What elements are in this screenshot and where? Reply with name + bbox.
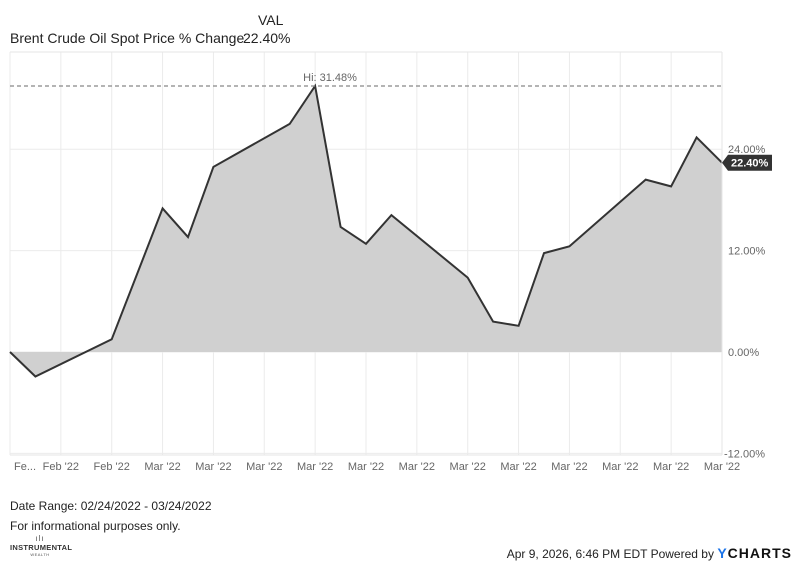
- x-tick-label: Mar '22: [653, 461, 689, 473]
- legend-series-value: 22.40%: [243, 30, 291, 46]
- area-fill: [10, 86, 722, 377]
- x-tick-label: Mar '22: [246, 461, 282, 473]
- x-tick-label: Mar '22: [348, 461, 384, 473]
- x-axis-ticks: Fe... Feb '22 Feb '22 Mar '22 Mar '22 Mar '22…: [14, 461, 740, 473]
- y-tick-label: -12.00%: [724, 448, 765, 460]
- disclaimer-text: For informational purposes only.: [10, 519, 181, 533]
- logo-subtitle: WEALTH: [30, 552, 50, 557]
- y-axis-ticks: 24.00% 12.00% 0.00% -12.00%: [724, 144, 766, 460]
- x-tick-label: Mar '22: [195, 461, 231, 473]
- logo-name: INSTRUMENTAL: [10, 543, 73, 552]
- instrumental-wealth-logo: ılı INSTRUMENTAL WEALTH: [10, 534, 73, 562]
- legend-column-header: VAL: [258, 12, 284, 28]
- y-tick-label: 0.00%: [728, 347, 759, 359]
- date-range-text: Date Range: 02/24/2022 - 03/24/2022: [10, 499, 212, 513]
- plot-frame: [10, 51, 723, 456]
- ycharts-wordmark: CHARTS: [727, 545, 792, 561]
- x-tick-label: Fe...: [14, 461, 36, 473]
- legend-series-name[interactable]: Brent Crude Oil Spot Price % Change: [10, 30, 245, 46]
- x-tick-label: Mar '22: [144, 461, 180, 473]
- x-tick-label: Mar '22: [500, 461, 536, 473]
- x-tick-label: Mar '22: [297, 461, 333, 473]
- ycharts-logo[interactable]: YCHARTS: [717, 545, 792, 561]
- area-chart: Hi: 31.48% 24.00% 12.00% 0.00% -12.00% Fe..…: [9, 51, 772, 473]
- chart-legend: VAL Brent Crude Oil Spot Price % Change …: [10, 10, 290, 50]
- x-tick-label: Mar '22: [399, 461, 435, 473]
- x-tick-label: Mar '22: [551, 461, 587, 473]
- value-flag-text: 22.40%: [731, 158, 769, 170]
- last-value-flag: 22.40%: [722, 154, 772, 171]
- y-tick-label: 12.00%: [728, 246, 766, 258]
- series-line: [9, 83, 723, 378]
- x-tick-label: Feb '22: [94, 461, 130, 473]
- ycharts-y-icon: Y: [717, 545, 728, 561]
- x-tick-label: Mar '22: [602, 461, 638, 473]
- timestamp-text: Apr 9, 2026, 6:46 PM EDT Powered by: [506, 547, 714, 561]
- x-tick-label: Mar '22: [704, 461, 740, 473]
- high-value-label: Hi: 31.48%: [303, 72, 357, 84]
- x-tick-label: Mar '22: [450, 461, 486, 473]
- logo-bars-icon: ılı: [35, 534, 45, 543]
- x-tick-label: Feb '22: [43, 461, 79, 473]
- value-flag-shape: [722, 154, 772, 171]
- timestamp-powered-by: Apr 9, 2026, 6:46 PM EDT Powered by YCHA…: [507, 545, 792, 561]
- y-tick-label: 24.00%: [728, 144, 766, 156]
